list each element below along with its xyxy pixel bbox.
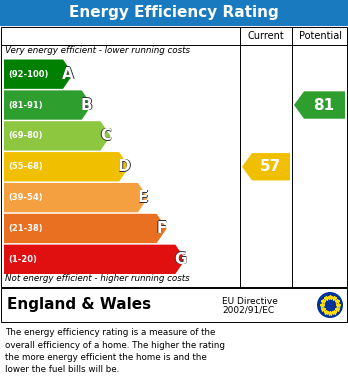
Text: B: B <box>81 97 93 113</box>
Bar <box>0 0 348 26</box>
Text: Very energy efficient - lower running costs: Very energy efficient - lower running co… <box>5 46 190 55</box>
Text: (39-54): (39-54) <box>8 193 42 202</box>
Text: (92-100): (92-100) <box>8 70 48 79</box>
Text: D: D <box>118 160 130 175</box>
Text: Energy Efficiency Rating: Energy Efficiency Rating <box>69 5 279 20</box>
Bar <box>0 323 348 391</box>
Text: E: E <box>138 190 148 206</box>
Polygon shape <box>242 153 290 180</box>
Polygon shape <box>4 183 148 212</box>
Text: D: D <box>118 159 131 174</box>
Bar <box>0 287 348 323</box>
Text: G: G <box>174 251 187 266</box>
Text: F: F <box>157 221 167 236</box>
Polygon shape <box>4 121 110 151</box>
Text: England & Wales: England & Wales <box>7 298 151 312</box>
Text: 57: 57 <box>259 159 280 174</box>
Text: E: E <box>138 190 148 204</box>
Text: (69-80): (69-80) <box>8 131 42 140</box>
Text: C: C <box>100 129 111 144</box>
Text: Not energy efficient - higher running costs: Not energy efficient - higher running co… <box>5 274 190 283</box>
Text: B: B <box>80 97 92 113</box>
Text: F: F <box>157 221 167 237</box>
Text: E: E <box>138 190 149 205</box>
Text: C: C <box>100 128 111 143</box>
Text: B: B <box>81 98 93 113</box>
Polygon shape <box>4 152 129 181</box>
Polygon shape <box>4 59 73 89</box>
Text: C: C <box>100 128 111 143</box>
Text: A: A <box>62 67 74 82</box>
Text: G: G <box>174 252 187 267</box>
Text: D: D <box>118 159 130 174</box>
Text: EU Directive: EU Directive <box>222 296 278 305</box>
Polygon shape <box>4 214 167 243</box>
Text: (55-68): (55-68) <box>8 162 43 171</box>
Bar <box>1 27 347 287</box>
Text: G: G <box>175 252 187 267</box>
Polygon shape <box>4 90 92 120</box>
Text: (81-91): (81-91) <box>8 100 42 109</box>
Text: A: A <box>63 67 74 82</box>
Text: A: A <box>62 67 74 82</box>
Text: Current: Current <box>248 31 284 41</box>
Bar <box>1 288 347 322</box>
Text: (1-20): (1-20) <box>8 255 37 264</box>
Text: A: A <box>62 67 73 82</box>
Text: C: C <box>101 128 111 143</box>
Text: D: D <box>118 159 130 174</box>
Text: 2002/91/EC: 2002/91/EC <box>222 305 274 314</box>
Text: 81: 81 <box>313 97 334 113</box>
Text: A: A <box>62 66 74 81</box>
Text: B: B <box>81 97 93 113</box>
Text: D: D <box>117 159 130 174</box>
Polygon shape <box>294 91 345 119</box>
Text: B: B <box>81 97 93 112</box>
Polygon shape <box>4 245 185 274</box>
Text: F: F <box>157 221 167 235</box>
Text: G: G <box>174 252 187 267</box>
Text: (21-38): (21-38) <box>8 224 42 233</box>
Text: G: G <box>174 252 186 267</box>
Text: E: E <box>137 190 148 205</box>
Circle shape <box>317 292 343 318</box>
Text: C: C <box>100 128 111 143</box>
Text: F: F <box>156 221 166 236</box>
Text: The energy efficiency rating is a measure of the
overall efficiency of a home. T: The energy efficiency rating is a measur… <box>5 328 225 375</box>
Text: F: F <box>157 221 167 236</box>
Text: Potential: Potential <box>299 31 341 41</box>
Text: E: E <box>138 190 148 205</box>
